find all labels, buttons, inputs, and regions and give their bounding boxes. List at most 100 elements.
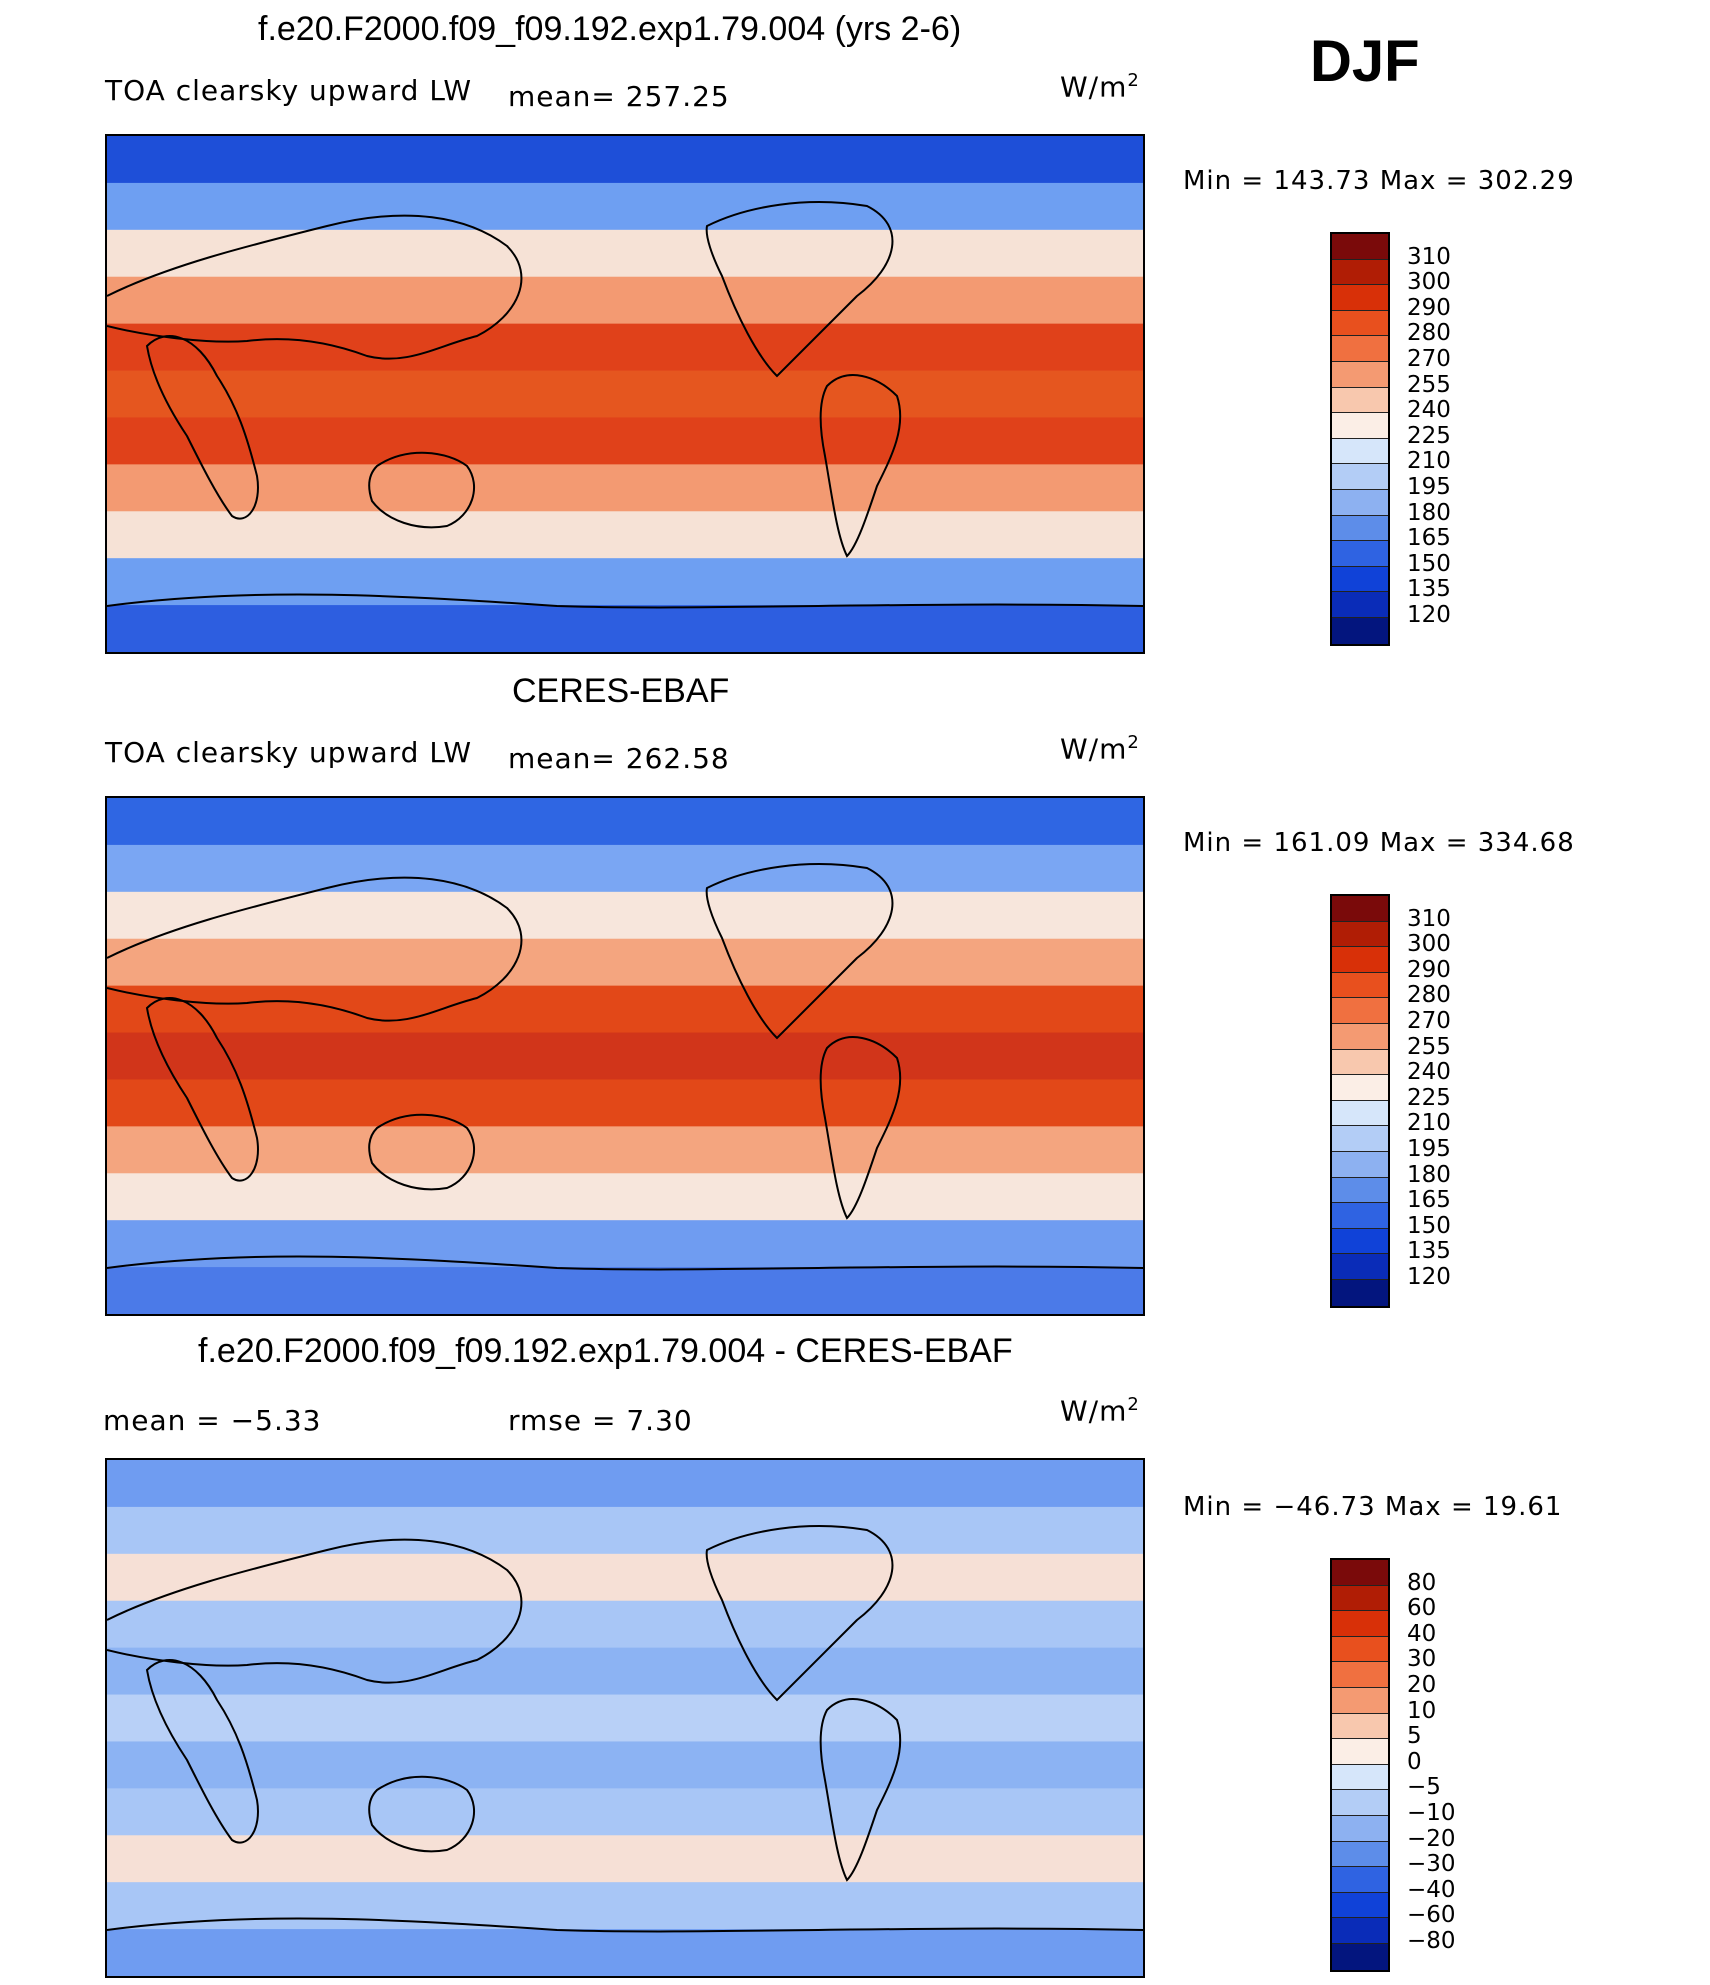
colorbar-swatch <box>1332 1841 1388 1868</box>
map-band <box>107 464 1143 513</box>
colorbar-swatch <box>1332 1739 1388 1765</box>
colorbar-tick-label: 10 <box>1407 1697 1437 1724</box>
colorbar-tick-label: 240 <box>1407 397 1451 424</box>
panel-3-units: W/m2 <box>1060 1394 1140 1428</box>
colorbar-tick-label: 280 <box>1407 320 1451 347</box>
colorbar-swatch <box>1332 1177 1388 1204</box>
map-band <box>107 1929 1143 1976</box>
colorbar-swatch <box>1332 1867 1388 1893</box>
coastlines <box>107 863 1143 1271</box>
panel-1-mean-label: mean= 257.25 <box>508 80 730 113</box>
colorbar-tick-label: 5 <box>1407 1723 1422 1750</box>
colorbar-swatch <box>1332 972 1388 999</box>
panel-1-units: W/m2 <box>1060 70 1140 104</box>
coastlines <box>107 201 1143 609</box>
panel-3-mean-label: mean = −5.33 <box>103 1404 322 1437</box>
map-band <box>107 276 1143 325</box>
map-band <box>107 1788 1143 1837</box>
colorbar-swatch <box>1332 464 1388 490</box>
colorbar-tick-label: 240 <box>1407 1059 1451 1086</box>
panel-2-map <box>105 796 1145 1316</box>
colorbar-tick-label: 180 <box>1407 499 1451 526</box>
panel-3-minmax: Min = −46.73 Max = 19.61 <box>1183 1492 1563 1522</box>
map-band <box>107 1126 1143 1175</box>
map-band <box>107 1882 1143 1931</box>
colorbar-swatch <box>1332 1151 1388 1178</box>
colorbar-tick-label: 60 <box>1407 1595 1437 1622</box>
colorbar-swatch <box>1332 592 1388 618</box>
colorbar-tick-label: 180 <box>1407 1161 1451 1188</box>
map-band <box>107 417 1143 466</box>
colorbar-swatch <box>1332 1943 1388 1970</box>
colorbar-tick-label: 150 <box>1407 550 1451 577</box>
colorbar-tick-label: 120 <box>1407 602 1451 628</box>
colorbar-swatch <box>1332 1764 1388 1791</box>
colorbar-swatch <box>1332 1126 1388 1152</box>
map-band <box>107 1553 1143 1602</box>
colorbar-tick-label: 150 <box>1407 1212 1451 1239</box>
colorbar-tick-label: −40 <box>1407 1876 1456 1903</box>
map-band <box>107 182 1143 231</box>
map-band <box>107 1267 1143 1314</box>
colorbar-swatch <box>1332 947 1388 973</box>
colorbar-tick-label: 210 <box>1407 448 1451 475</box>
colorbar-tick-label: 80 <box>1407 1569 1437 1596</box>
colorbar-tick-label: 270 <box>1407 346 1451 372</box>
colorbar-tick-label: 120 <box>1407 1264 1451 1290</box>
colorbar-swatch <box>1332 259 1388 286</box>
map-band <box>107 891 1143 940</box>
map-band <box>107 1220 1143 1269</box>
colorbar-swatch <box>1332 413 1388 439</box>
colorbar-swatch <box>1332 1918 1388 1944</box>
colorbar-tick-label: 195 <box>1407 1136 1451 1162</box>
colorbar-tick-label: 135 <box>1407 1238 1451 1265</box>
map-band <box>107 938 1143 987</box>
colorbar-tick-label: 300 <box>1407 269 1451 296</box>
panel-1-colorbar <box>1330 232 1390 646</box>
map-band <box>107 511 1143 560</box>
colorbar-tick-label: 225 <box>1407 1084 1451 1111</box>
map-band <box>107 1694 1143 1743</box>
colorbar-tick-label: 310 <box>1407 243 1451 270</box>
colorbar-tick-label: 0 <box>1407 1748 1422 1775</box>
colorbar-swatch <box>1332 1790 1388 1816</box>
colorbar-tick-label: −20 <box>1407 1825 1456 1852</box>
colorbar-tick-label: 290 <box>1407 294 1451 321</box>
colorbar-tick-label: −80 <box>1407 1928 1456 1954</box>
colorbar-tick-label: 290 <box>1407 956 1451 983</box>
colorbar-swatch <box>1332 1203 1388 1229</box>
panel-3-colorbar <box>1330 1558 1390 1972</box>
colorbar-swatch <box>1332 566 1388 593</box>
panel-1-map <box>105 134 1145 654</box>
panel-2-variable-label: TOA clearsky upward LW <box>105 736 473 769</box>
panel-3-title: f.e20.F2000.f09_f09.192.exp1.79.004 - CE… <box>198 1332 1013 1370</box>
colorbar-tick-label: 210 <box>1407 1110 1451 1137</box>
colorbar-swatch <box>1332 541 1388 567</box>
colorbar-tick-label: 20 <box>1407 1672 1437 1698</box>
panel-2-units: W/m2 <box>1060 732 1140 766</box>
map-band <box>107 229 1143 278</box>
colorbar-swatch <box>1332 234 1388 260</box>
colorbar-tick-label: −10 <box>1407 1800 1456 1826</box>
colorbar-swatch <box>1332 515 1388 542</box>
colorbar-swatch <box>1332 1662 1388 1688</box>
colorbar-tick-label: 225 <box>1407 422 1451 449</box>
colorbar-tick-label: 195 <box>1407 474 1451 500</box>
colorbar-tick-label: 30 <box>1407 1646 1437 1673</box>
colorbar-tick-label: 310 <box>1407 905 1451 932</box>
colorbar-swatch <box>1332 387 1388 414</box>
panel-2-mean-label: mean= 262.58 <box>508 742 730 775</box>
panel-3-rmse-label: rmse = 7.30 <box>508 1404 693 1437</box>
map-band <box>107 1600 1143 1649</box>
colorbar-tick-label: −60 <box>1407 1902 1456 1929</box>
panel-1-title: f.e20.F2000.f09_f09.192.exp1.79.004 (yrs… <box>258 10 962 48</box>
map-band <box>107 136 1143 184</box>
map-band <box>107 1506 1143 1555</box>
panel-1-variable-label: TOA clearsky upward LW <box>105 74 473 107</box>
map-band <box>107 844 1143 893</box>
map-band <box>107 798 1143 846</box>
colorbar-tick-label: 270 <box>1407 1008 1451 1034</box>
panel-2-title: CERES-EBAF <box>512 672 730 710</box>
colorbar-swatch <box>1332 1100 1388 1127</box>
colorbar-swatch <box>1332 1687 1388 1714</box>
